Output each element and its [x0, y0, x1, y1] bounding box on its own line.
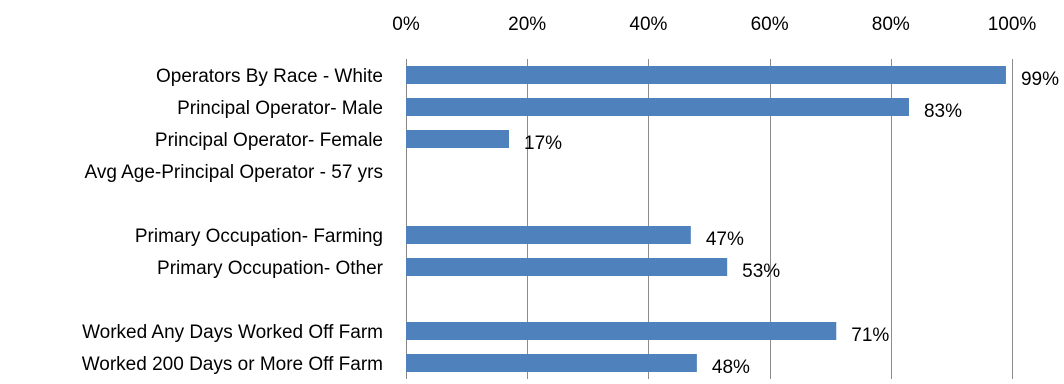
x-tick-label: 20%: [508, 14, 546, 35]
x-tick-label: 60%: [751, 14, 789, 35]
category-label: Worked Any Days Worked Off Farm: [82, 322, 383, 343]
category-label: Operators By Race - White: [156, 66, 383, 87]
bar: [406, 258, 728, 276]
data-label: 99%: [1021, 69, 1059, 90]
x-tick-label: 40%: [629, 14, 667, 35]
data-label: 47%: [706, 229, 744, 250]
category-label: Principal Operator- Male: [177, 98, 383, 119]
data-label: 48%: [712, 357, 750, 378]
bar: [406, 98, 909, 116]
bar: [406, 226, 691, 244]
category-label: Avg Age-Principal Operator - 57 yrs: [84, 162, 383, 183]
data-label: 53%: [742, 261, 780, 282]
x-tick-label: 0%: [392, 14, 420, 35]
bar: [406, 66, 1006, 84]
x-axis: 0% 20% 40% 60% 80% 100%: [392, 14, 1036, 35]
x-tick-label: 100%: [988, 14, 1037, 35]
data-label: 71%: [851, 325, 889, 346]
bars: [406, 66, 1006, 372]
data-label: 83%: [924, 101, 962, 122]
category-label: Primary Occupation- Other: [157, 258, 384, 279]
bar: [406, 322, 837, 340]
bar: [406, 130, 510, 148]
category-label: Primary Occupation- Farming: [135, 226, 383, 247]
x-tick-label: 80%: [872, 14, 910, 35]
bar: [406, 354, 697, 372]
category-label: Principal Operator- Female: [155, 130, 383, 151]
data-label: 17%: [524, 133, 562, 154]
category-label: Worked 200 Days or More Off Farm: [82, 354, 383, 375]
category-labels: Operators By Race - White Principal Opera…: [82, 66, 384, 375]
data-labels: 99% 83% 17% 47% 53% 71% 48%: [524, 69, 1059, 378]
